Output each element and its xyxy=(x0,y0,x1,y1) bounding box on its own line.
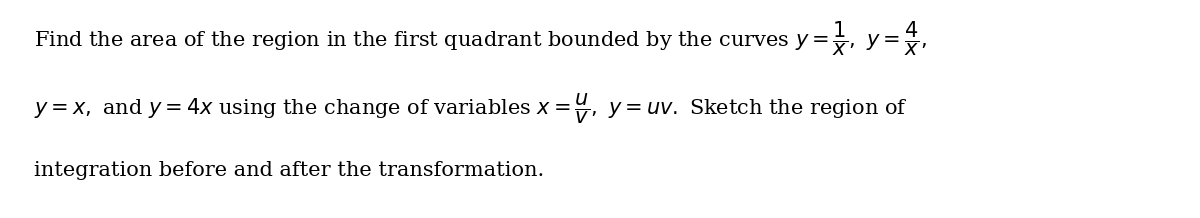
Text: integration before and after the transformation.: integration before and after the transfo… xyxy=(34,160,544,180)
Text: $y = x,$ and $y = 4x$ using the change of variables $x = \dfrac{u}{v},\ y = uv.$: $y = x,$ and $y = 4x$ using the change o… xyxy=(34,92,907,126)
Text: Find the area of the region in the first quadrant bounded by the curves $y = \df: Find the area of the region in the first… xyxy=(34,20,926,58)
